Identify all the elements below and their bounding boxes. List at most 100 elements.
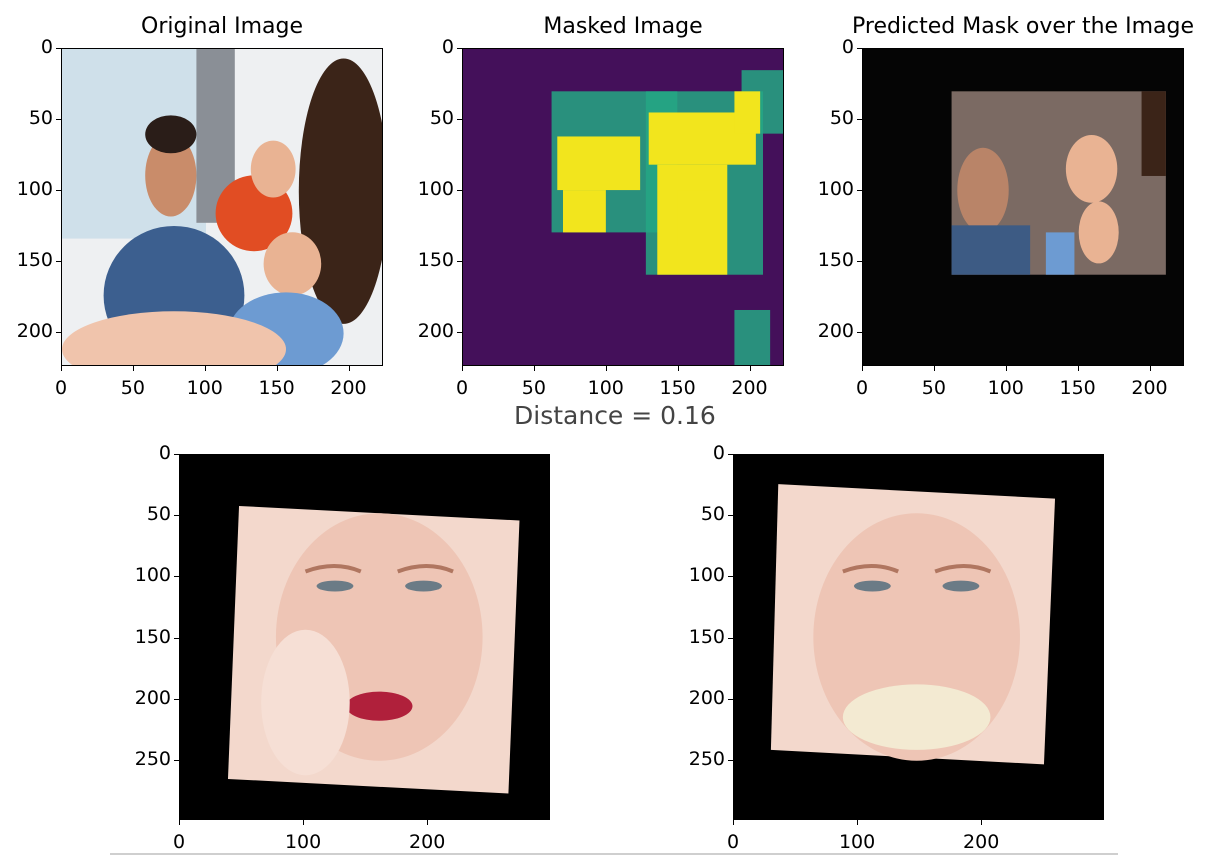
y-tick-label: 100 [688,564,725,587]
x-tick-mark [533,366,535,371]
y-tick-label: 150 [688,625,725,648]
y-tick-label: 0 [841,36,854,58]
x-tick-label: 100 [587,377,624,399]
image-content [62,49,382,365]
y-tick-mark [457,48,462,49]
y-tick-mark [728,454,733,455]
y-tick-label: 200 [688,686,725,709]
y-tick-label: 100 [417,177,454,200]
x-tick-label: 150 [659,377,696,399]
y-tick-label: 50 [700,503,725,526]
y-tick-label: 250 [134,748,171,771]
y-tick-label: 150 [817,248,854,271]
x-tick-label: 0 [54,377,68,399]
y-tick-label: 150 [16,248,53,271]
y-tick-mark [728,698,733,700]
y-tick-mark [457,189,462,191]
y-tick-label: 200 [134,686,171,709]
x-tick-label: 200 [409,831,446,853]
x-tick-mark [427,820,429,825]
y-tick-label: 0 [158,442,171,464]
x-tick-label: 50 [120,377,145,399]
x-tick-label: 100 [284,831,322,853]
x-tick-label: 0 [172,831,186,853]
image-canvas [863,49,1183,365]
y-tick-label: 200 [417,319,454,342]
y-tick-mark [857,118,862,120]
y-tick-label: 150 [134,625,171,648]
image-canvas [734,455,1103,819]
plot-axes [61,48,383,366]
image-canvas [463,49,783,365]
y-tick-mark [728,637,733,639]
x-tick-mark [749,366,751,371]
x-tick-label: 0 [855,377,869,399]
y-tick-mark [457,260,462,262]
y-tick-mark [56,48,61,49]
x-tick-label: 0 [726,831,740,853]
image-canvas [180,455,549,819]
x-tick-label: 150 [1059,377,1096,399]
image-content [463,49,783,365]
distance-label: Distance = 0.16 [514,401,716,430]
y-tick-mark [457,118,462,120]
plot-axes [733,454,1104,820]
x-tick-label: 50 [921,377,946,399]
y-tick-label: 50 [146,503,171,526]
x-tick-mark [677,366,679,371]
y-tick-mark [857,260,862,262]
y-tick-label: 100 [817,177,854,200]
image-canvas [62,49,382,365]
x-tick-mark [933,366,935,371]
x-tick-mark [204,366,206,371]
y-tick-mark [174,698,179,700]
y-tick-label: 200 [16,319,53,342]
y-tick-label: 100 [16,177,53,200]
y-tick-label: 50 [28,106,53,129]
x-tick-label: 200 [330,377,367,399]
x-tick-mark [348,366,350,371]
x-tick-label: 100 [838,831,876,853]
y-tick-mark [174,454,179,455]
y-tick-label: 150 [417,248,454,271]
plot-axes [179,454,550,820]
image-content [734,455,1103,819]
x-tick-mark [179,820,180,825]
y-tick-label: 100 [134,564,171,587]
image-content [180,455,549,819]
bottom-divider [110,853,1118,855]
y-tick-mark [857,331,862,333]
x-tick-label: 200 [731,377,768,399]
x-tick-mark [132,366,134,371]
x-tick-mark [733,820,734,825]
y-tick-mark [728,760,733,762]
x-tick-mark [862,366,863,371]
y-tick-mark [56,260,61,262]
panel-title: Original Image [141,14,303,39]
y-tick-mark [174,637,179,639]
x-tick-mark [857,820,859,825]
y-tick-label: 200 [817,319,854,342]
plot-axes [462,48,784,366]
y-tick-mark [174,515,179,517]
x-tick-mark [981,820,983,825]
y-tick-label: 0 [712,442,725,464]
y-tick-mark [728,515,733,517]
y-tick-label: 250 [688,748,725,771]
x-tick-mark [276,366,278,371]
y-tick-mark [56,331,61,333]
x-tick-label: 100 [987,377,1024,399]
x-tick-label: 0 [455,377,469,399]
panel-title: Predicted Mask over the Image [852,14,1194,39]
plot-axes [862,48,1184,366]
y-tick-mark [457,331,462,333]
y-tick-mark [857,189,862,191]
y-tick-mark [56,189,61,191]
x-tick-mark [1149,366,1151,371]
y-tick-mark [56,118,61,120]
x-tick-label: 50 [521,377,546,399]
y-tick-label: 0 [40,36,53,58]
y-tick-label: 0 [441,36,454,58]
y-tick-mark [728,576,733,578]
x-tick-mark [61,366,62,371]
